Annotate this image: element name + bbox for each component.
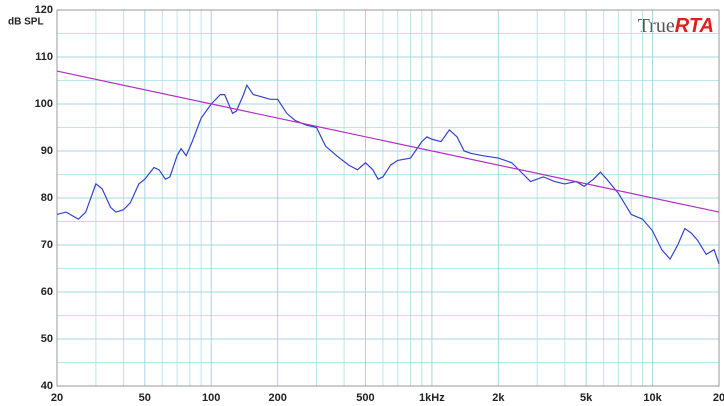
- y-axis-label: dB SPL: [8, 17, 44, 28]
- x-tick-label: 20: [51, 392, 63, 404]
- y-tick-label: 50: [41, 333, 53, 345]
- y-tick-label: 60: [41, 286, 53, 298]
- x-tick-label: 500: [356, 392, 374, 404]
- logo-rta: RTA: [675, 15, 714, 37]
- y-tick-label: 70: [41, 239, 53, 251]
- x-tick-label: 5k: [580, 392, 593, 404]
- x-tick-label: 20: [713, 392, 724, 404]
- x-tick-label: 200: [268, 392, 286, 404]
- y-tick-label: 80: [41, 192, 53, 204]
- y-tick-label: 40: [41, 380, 53, 392]
- x-tick-label: 100: [202, 392, 220, 404]
- series-line: [56, 83, 720, 264]
- x-tick-label: 1kHz: [419, 392, 445, 404]
- x-tick-label: 50: [139, 392, 151, 404]
- y-tick-label: 120: [35, 4, 53, 16]
- y-tick-label: 110: [35, 51, 53, 63]
- x-tick-label: 2k: [492, 392, 505, 404]
- logo-true: True: [638, 15, 675, 37]
- y-tick-label: 90: [41, 145, 53, 157]
- logo: TrueRTA: [638, 15, 714, 38]
- series-line: [56, 70, 720, 213]
- plot-frame: [56, 9, 720, 387]
- x-tick-label: 10k: [643, 392, 662, 404]
- y-tick-label: 100: [35, 98, 53, 110]
